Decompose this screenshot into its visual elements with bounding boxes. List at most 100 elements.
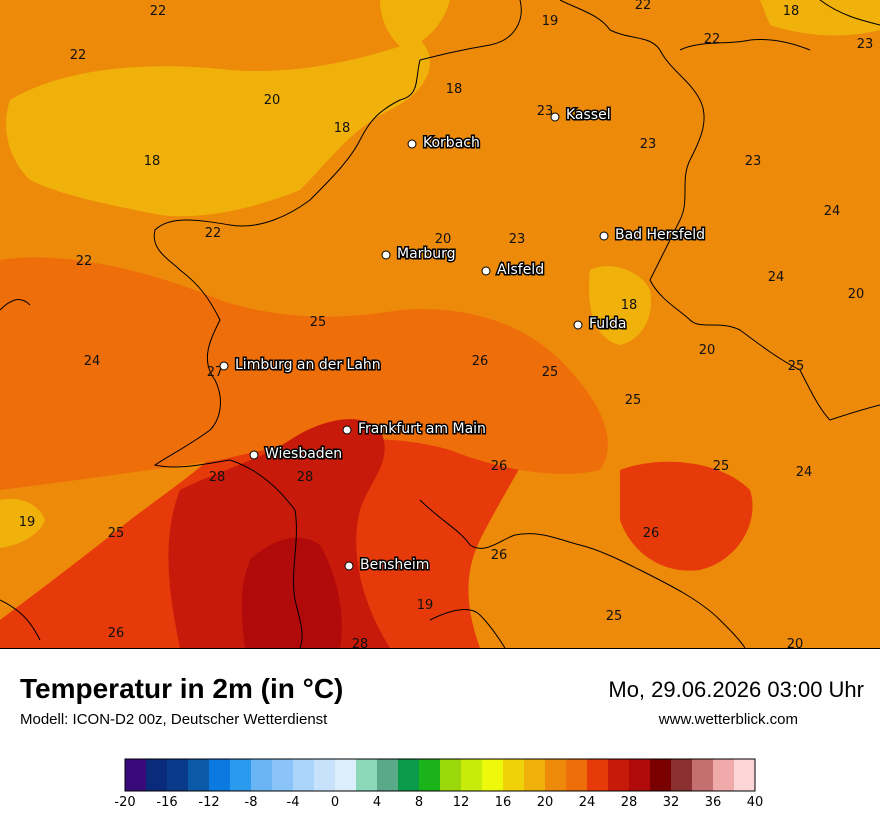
temperature-label: 22 [150, 4, 167, 19]
city-limburg: Limburg an der Lahn [219, 356, 382, 375]
temperature-label: 18 [783, 4, 800, 19]
temperature-label: 26 [472, 354, 489, 369]
legend-swatch [629, 759, 651, 791]
temperature-label: 22 [70, 48, 87, 63]
city-marburg: Marburg [381, 245, 457, 264]
legend-swatch [230, 759, 252, 791]
legend-swatches [124, 758, 756, 792]
city-label: Frankfurt am Main [358, 421, 486, 437]
temperature-label: 18 [446, 82, 463, 97]
legend-swatch [335, 759, 357, 791]
city-label: Fulda [589, 316, 627, 332]
legend-swatch [482, 759, 504, 791]
temperature-label: 24 [796, 465, 813, 480]
legend-tick-label: 28 [621, 795, 638, 810]
footer: Temperatur in 2m (in °C) Modell: ICON-D2… [0, 648, 880, 831]
legend-tick-label: 16 [495, 795, 512, 810]
legend-swatch [671, 759, 693, 791]
temperature-label: 24 [768, 270, 785, 285]
temperature-label: 25 [625, 393, 642, 408]
legend-swatch [419, 759, 441, 791]
temperature-label: 26 [643, 526, 660, 541]
legend-swatch [356, 759, 378, 791]
temperature-label: 23 [537, 104, 554, 119]
temperature-label: 26 [108, 626, 125, 641]
legend-swatch [314, 759, 336, 791]
temperature-label: 26 [491, 548, 508, 563]
legend-swatch [398, 759, 420, 791]
temperature-label: 28 [297, 470, 314, 485]
temperature-label: 18 [334, 121, 351, 136]
temperature-label: 24 [824, 204, 841, 219]
temperature-label: 18 [621, 298, 638, 313]
legend-tick-label: 40 [747, 795, 764, 810]
hot-zone-rhein [241, 537, 342, 648]
city-markers: Kassel Korbach Bad Hersfeld Marburg Alsf… [219, 106, 707, 575]
legend-tick-label: 24 [579, 795, 596, 810]
temperature-map: 22 19 22 18 22 23 20 22 18 23 18 23 23 1… [0, 0, 880, 648]
temperature-label: 22 [704, 32, 721, 47]
temperature-label: 20 [848, 287, 865, 302]
city-bad-hersfeld: Bad Hersfeld [599, 226, 707, 245]
legend-tick-label: 20 [537, 795, 554, 810]
city-wiesbaden: Wiesbaden [249, 445, 344, 464]
city-frankfurt: Frankfurt am Main [342, 420, 487, 439]
color-legend: -20 -16 -12 -8 -4 0 4 8 12 16 20 24 28 32 36 40 [114, 758, 763, 810]
cool-zone-northeast [760, 0, 880, 36]
city-label: Kassel [566, 107, 611, 123]
legend-tick-label: -20 [114, 795, 135, 810]
cool-zone-north [380, 0, 450, 50]
legend-swatch [167, 759, 189, 791]
temperature-label: 24 [84, 354, 101, 369]
temperature-label: 25 [310, 315, 327, 330]
temperature-labels: 22 19 22 18 22 23 20 22 18 23 18 23 23 1… [19, 0, 874, 648]
temperature-label: 20 [264, 93, 281, 108]
state-borders [0, 0, 880, 648]
legend-tick-label: 4 [373, 795, 381, 810]
temperature-label: 25 [713, 459, 730, 474]
city-fulda: Fulda [573, 315, 628, 334]
temperature-label: 20 [787, 637, 804, 648]
legend-tick-label: 0 [331, 795, 339, 810]
cool-zone-fulda [589, 266, 651, 345]
legend-swatch [503, 759, 525, 791]
city-korbach: Korbach [407, 134, 481, 153]
legend-swatch [587, 759, 609, 791]
temperature-label: 23 [509, 232, 526, 247]
temperature-label: 18 [144, 154, 161, 169]
city-label: Alsfeld [497, 262, 544, 278]
city-label: Wiesbaden [265, 446, 342, 462]
temperature-label: 25 [542, 365, 559, 380]
legend-swatch [734, 759, 756, 791]
legend-swatch [566, 759, 588, 791]
temperature-label: 22 [635, 0, 652, 13]
legend-swatch [188, 759, 210, 791]
city-label: Limburg an der Lahn [235, 357, 381, 373]
temperature-label: 28 [209, 470, 226, 485]
temperature-label: 28 [352, 637, 369, 648]
legend-ticks: -20 -16 -12 -8 -4 0 4 8 12 16 20 24 28 32 36 40 [114, 795, 763, 810]
legend-swatch [650, 759, 672, 791]
legend-tick-label: 36 [705, 795, 722, 810]
legend-swatch [440, 759, 462, 791]
warm-zone-lahn [0, 257, 608, 490]
temperature-label: 22 [76, 254, 93, 269]
website-link[interactable]: www.wetterblick.com [658, 711, 798, 728]
legend-swatch [713, 759, 735, 791]
temperature-label: 26 [491, 459, 508, 474]
temperature-label: 23 [640, 137, 657, 152]
legend-tick-label: 12 [453, 795, 470, 810]
temperature-label: 19 [417, 598, 434, 613]
temperature-label: 25 [108, 526, 125, 541]
legend-swatch [545, 759, 567, 791]
legend-tick-label: 8 [415, 795, 423, 810]
temperature-label: 19 [19, 515, 36, 530]
temperature-label: 23 [745, 154, 762, 169]
legend-border [124, 758, 756, 792]
legend-tick-label: -12 [198, 795, 219, 810]
legend-swatch [608, 759, 630, 791]
temperature-label: 25 [606, 609, 623, 624]
cool-zone-northwest [6, 40, 430, 217]
legend-swatch [146, 759, 168, 791]
legend-swatch [461, 759, 483, 791]
